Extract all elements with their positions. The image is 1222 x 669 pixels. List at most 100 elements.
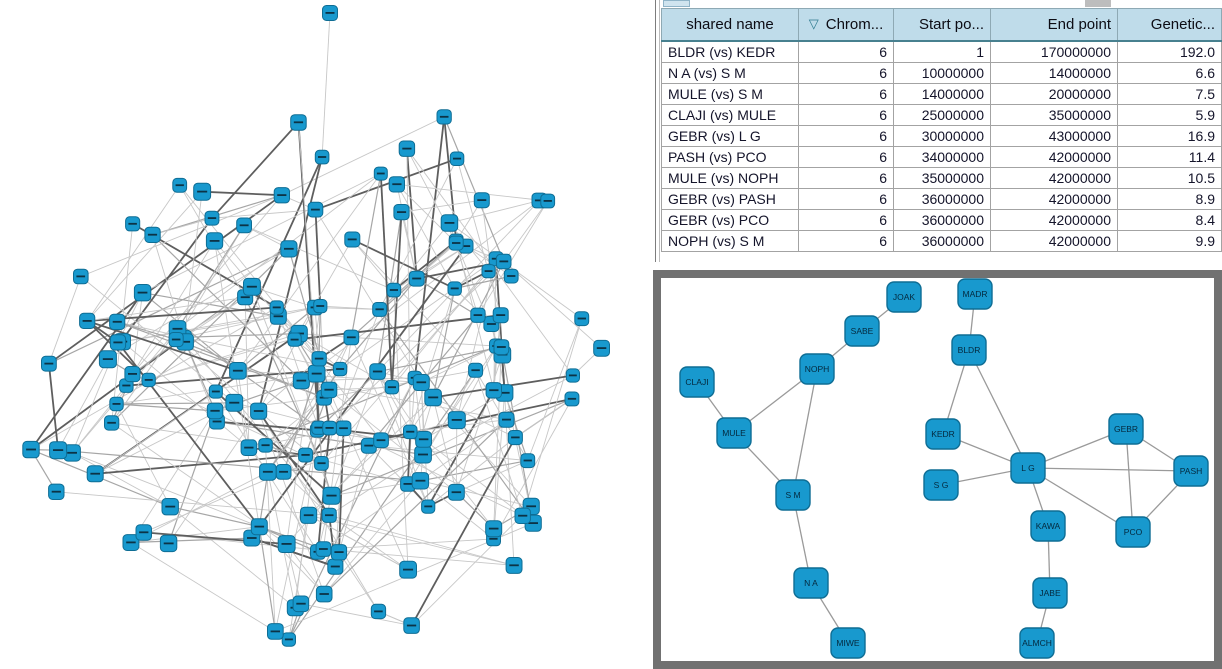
- subnetwork-node-noph[interactable]: NOPH: [799, 353, 835, 385]
- table-row[interactable]: MULE (vs) S M 6 14000000 20000000 7.5: [661, 83, 1222, 105]
- overview-node[interactable]: [125, 216, 141, 232]
- overview-node[interactable]: [421, 499, 436, 514]
- overview-node[interactable]: [321, 507, 337, 523]
- overview-node[interactable]: [98, 350, 117, 369]
- scrollbar-thumb[interactable]: [1085, 0, 1111, 7]
- overview-node[interactable]: [470, 307, 486, 323]
- overview-node[interactable]: [144, 226, 161, 243]
- table-row[interactable]: BLDR (vs) KEDR 6 1 170000000 192.0: [661, 40, 1222, 63]
- subnetwork-node-bldr[interactable]: BLDR: [951, 334, 987, 366]
- subnetwork-node-kedr[interactable]: KEDR: [925, 418, 961, 450]
- column-header-endpoint[interactable]: End point: [990, 8, 1118, 42]
- overview-node[interactable]: [258, 438, 273, 453]
- overview-node[interactable]: [388, 176, 406, 193]
- overview-node[interactable]: [73, 268, 89, 285]
- overview-node[interactable]: [403, 617, 420, 634]
- subnetwork-node-lg[interactable]: L G: [1010, 452, 1046, 484]
- overview-node[interactable]: [492, 307, 509, 324]
- subnetwork-node-mule[interactable]: MULE: [716, 417, 752, 449]
- table-row[interactable]: NOPH (vs) S M 6 36000000 42000000 9.9: [661, 230, 1222, 252]
- overview-node[interactable]: [172, 177, 188, 193]
- overview-node[interactable]: [399, 560, 418, 579]
- column-header-chrom[interactable]: ▽ Chrom...: [798, 8, 894, 42]
- overview-node[interactable]: [49, 441, 68, 460]
- subnetwork-node-pash[interactable]: PASH: [1173, 455, 1209, 487]
- overview-node[interactable]: [330, 544, 348, 561]
- overview-node[interactable]: [335, 420, 352, 437]
- subnetwork-node-pco[interactable]: PCO: [1115, 516, 1151, 548]
- overview-node[interactable]: [373, 432, 389, 449]
- overview-node[interactable]: [327, 558, 344, 575]
- column-header-startpo[interactable]: Start po...: [893, 8, 991, 42]
- overview-node[interactable]: [292, 595, 310, 613]
- overview-node[interactable]: [498, 411, 515, 428]
- overview-node[interactable]: [332, 361, 348, 377]
- overview-node[interactable]: [193, 182, 212, 201]
- overview-node[interactable]: [298, 447, 314, 463]
- overview-node[interactable]: [493, 339, 510, 356]
- overview-node[interactable]: [307, 364, 326, 383]
- overview-node[interactable]: [259, 463, 277, 481]
- overview-node[interactable]: [408, 270, 425, 287]
- table-row[interactable]: PASH (vs) PCO 6 34000000 42000000 11.4: [661, 146, 1222, 168]
- overview-node[interactable]: [322, 420, 337, 436]
- overview-node[interactable]: [386, 282, 402, 298]
- overview-node[interactable]: [225, 393, 244, 412]
- overview-node[interactable]: [344, 231, 361, 248]
- overview-node[interactable]: [505, 557, 523, 574]
- table-row[interactable]: MULE (vs) NOPH 6 35000000 42000000 10.5: [661, 167, 1222, 189]
- overview-node[interactable]: [315, 585, 333, 603]
- overview-node[interactable]: [320, 381, 338, 399]
- overview-node[interactable]: [240, 439, 258, 456]
- overview-node[interactable]: [448, 235, 464, 251]
- overview-node[interactable]: [141, 372, 156, 388]
- overview-node[interactable]: [412, 374, 430, 391]
- subnetwork-canvas[interactable]: MADR JOAK SABE BLDR NOPH CLAJI GEBR MULE KEDR L G…: [661, 278, 1214, 661]
- overview-node[interactable]: [22, 440, 40, 459]
- overview-node[interactable]: [495, 253, 512, 270]
- overview-node[interactable]: [440, 214, 459, 232]
- overview-node[interactable]: [370, 603, 387, 620]
- overview-node[interactable]: [159, 534, 178, 553]
- overview-node[interactable]: [269, 300, 284, 315]
- overview-node[interactable]: [415, 431, 433, 448]
- overview-node[interactable]: [206, 402, 224, 420]
- overview-node[interactable]: [314, 456, 329, 471]
- subnetwork-node-na[interactable]: N A: [793, 567, 829, 599]
- overview-node[interactable]: [514, 507, 531, 525]
- subnetwork-node-gebr[interactable]: GEBR: [1108, 413, 1144, 445]
- overview-node[interactable]: [424, 388, 442, 407]
- overview-node[interactable]: [86, 465, 104, 483]
- subnetwork-node-sg[interactable]: S G: [923, 469, 959, 501]
- overview-node[interactable]: [485, 382, 503, 399]
- overview-node[interactable]: [109, 313, 126, 330]
- overview-node[interactable]: [393, 204, 410, 221]
- overview-node[interactable]: [564, 391, 580, 407]
- overview-node[interactable]: [300, 506, 318, 524]
- subnetwork-node-sabe[interactable]: SABE: [844, 315, 880, 347]
- overview-node[interactable]: [273, 187, 291, 204]
- subnetwork-node-almch[interactable]: ALMCH: [1019, 627, 1055, 659]
- filter-funnel-icon[interactable]: ▽: [808, 16, 819, 31]
- overview-node[interactable]: [314, 149, 330, 165]
- table-row[interactable]: GEBR (vs) L G 6 30000000 43000000 16.9: [661, 125, 1222, 147]
- overview-node[interactable]: [124, 366, 141, 383]
- overview-node[interactable]: [267, 623, 284, 640]
- overview-node[interactable]: [277, 535, 296, 553]
- overview-node[interactable]: [281, 632, 297, 647]
- overview-node[interactable]: [322, 486, 341, 505]
- overview-node[interactable]: [447, 281, 462, 296]
- overview-node[interactable]: [540, 193, 556, 209]
- overview-node[interactable]: [307, 201, 324, 218]
- overview-node[interactable]: [236, 217, 252, 234]
- overview-node[interactable]: [315, 541, 332, 557]
- overview-node[interactable]: [436, 109, 452, 125]
- column-header-genetic[interactable]: Genetic...: [1117, 8, 1222, 42]
- overview-node[interactable]: [161, 498, 179, 516]
- overview-node[interactable]: [398, 140, 416, 157]
- overview-node[interactable]: [79, 312, 96, 329]
- table-row[interactable]: CLAJI (vs) MULE 6 25000000 35000000 5.9: [661, 104, 1222, 126]
- overview-node[interactable]: [322, 5, 338, 21]
- overview-node[interactable]: [290, 114, 307, 131]
- overview-node[interactable]: [168, 332, 184, 348]
